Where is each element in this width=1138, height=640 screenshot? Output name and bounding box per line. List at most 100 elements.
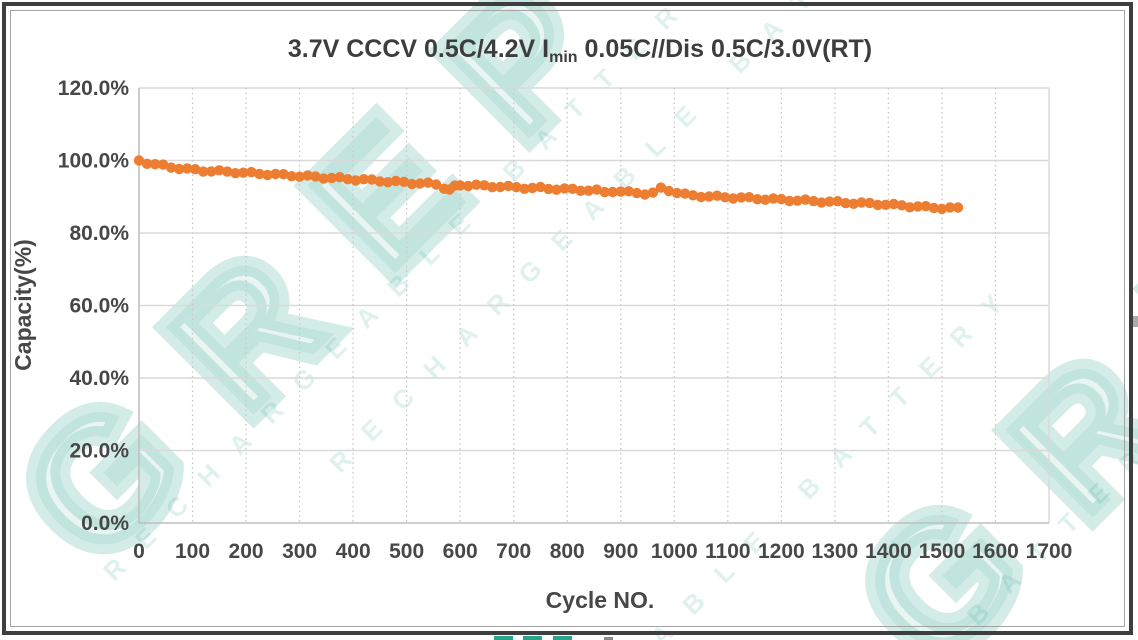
data-point — [527, 182, 538, 194]
data-point — [463, 180, 474, 192]
data-point — [390, 175, 402, 187]
data-point — [711, 190, 723, 201]
y-tick-label: 40.0% — [69, 367, 129, 390]
data-point — [583, 185, 594, 196]
data-point — [318, 173, 329, 184]
data-point — [157, 159, 169, 170]
data-point — [254, 168, 265, 180]
data-point — [567, 183, 578, 194]
chart-title: 3.7V CCCV 0.5C/4.2V Imin 0.05C//Dis 0.5C… — [288, 35, 872, 66]
data-point — [222, 166, 233, 177]
data-point — [302, 170, 313, 181]
x-tick-label: 1100 — [705, 540, 751, 563]
data-point — [824, 196, 835, 207]
logo-fragment — [494, 636, 513, 640]
data-point — [904, 202, 915, 213]
data-point — [230, 168, 241, 179]
data-point — [848, 198, 859, 209]
data-point — [495, 181, 506, 193]
data-point — [671, 187, 683, 199]
data-point — [744, 192, 755, 203]
y-tick-label: 80.0% — [69, 222, 129, 245]
logo-fragment — [604, 637, 613, 640]
data-point — [736, 192, 747, 203]
x-tick-label: 100 — [175, 540, 210, 563]
data-point — [190, 164, 201, 175]
data-point — [246, 166, 257, 178]
x-tick-label: 500 — [389, 540, 424, 563]
x-tick-label: 800 — [550, 540, 585, 563]
x-tick-label: 200 — [229, 540, 264, 563]
data-point — [358, 174, 369, 185]
data-point — [270, 168, 281, 180]
data-point — [888, 198, 899, 210]
data-point — [687, 190, 699, 201]
data-point — [519, 183, 530, 194]
data-point — [214, 165, 225, 176]
data-point — [406, 178, 418, 190]
y-tick-label: 60.0% — [69, 295, 129, 318]
data-point — [334, 172, 345, 183]
data-point — [719, 192, 731, 203]
data-point — [896, 200, 907, 211]
data-point — [238, 167, 249, 178]
data-point — [559, 183, 570, 194]
data-point — [430, 179, 442, 190]
logo-fragment — [553, 636, 572, 640]
data-point — [880, 199, 891, 210]
data-point — [768, 193, 779, 204]
y-tick-label: 120.0% — [58, 77, 130, 100]
data-point — [286, 171, 297, 182]
data-point — [728, 193, 739, 204]
x-tick-label: 1700 — [1026, 540, 1073, 563]
data-point — [198, 166, 209, 177]
data-point — [808, 195, 819, 207]
data-point — [912, 201, 924, 212]
data-point — [149, 159, 161, 170]
data-point — [366, 174, 378, 185]
data-point — [647, 187, 659, 198]
data-point — [695, 191, 707, 203]
data-point — [455, 180, 466, 191]
data-point — [310, 171, 321, 182]
data-point — [141, 158, 153, 169]
data-point — [663, 185, 675, 197]
data-point — [294, 171, 305, 182]
logo-fragment — [523, 636, 542, 640]
data-point — [278, 169, 289, 180]
x-axis-title: Cycle NO. — [546, 587, 655, 613]
data-point — [623, 186, 634, 197]
data-point — [342, 174, 353, 185]
data-point — [503, 180, 514, 192]
data-point — [928, 202, 940, 214]
data-point — [173, 163, 185, 175]
data-point — [471, 179, 482, 190]
y-tick-label: 100.0% — [58, 150, 130, 173]
data-point — [872, 199, 883, 211]
data-point — [840, 197, 851, 209]
data-point — [936, 203, 948, 215]
data-point — [760, 194, 771, 205]
data-point — [607, 186, 618, 198]
data-point — [599, 186, 610, 198]
data-point — [784, 195, 795, 207]
x-tick-label: 1300 — [812, 540, 859, 563]
data-point — [535, 181, 546, 193]
data-point — [165, 162, 177, 173]
y-tick-label: 0.0% — [81, 512, 129, 535]
resize-handle-artifact — [1133, 316, 1138, 327]
x-tick-label: 400 — [336, 540, 371, 563]
data-point — [398, 176, 410, 187]
x-tick-label: 600 — [443, 540, 478, 563]
data-point — [543, 183, 554, 195]
data-point — [479, 180, 490, 191]
data-point — [920, 201, 932, 212]
data-point — [639, 189, 651, 200]
data-point — [776, 193, 787, 205]
x-tick-label: 300 — [282, 540, 317, 563]
data-point — [591, 184, 602, 195]
data-point — [703, 191, 715, 202]
data-point — [792, 195, 803, 206]
